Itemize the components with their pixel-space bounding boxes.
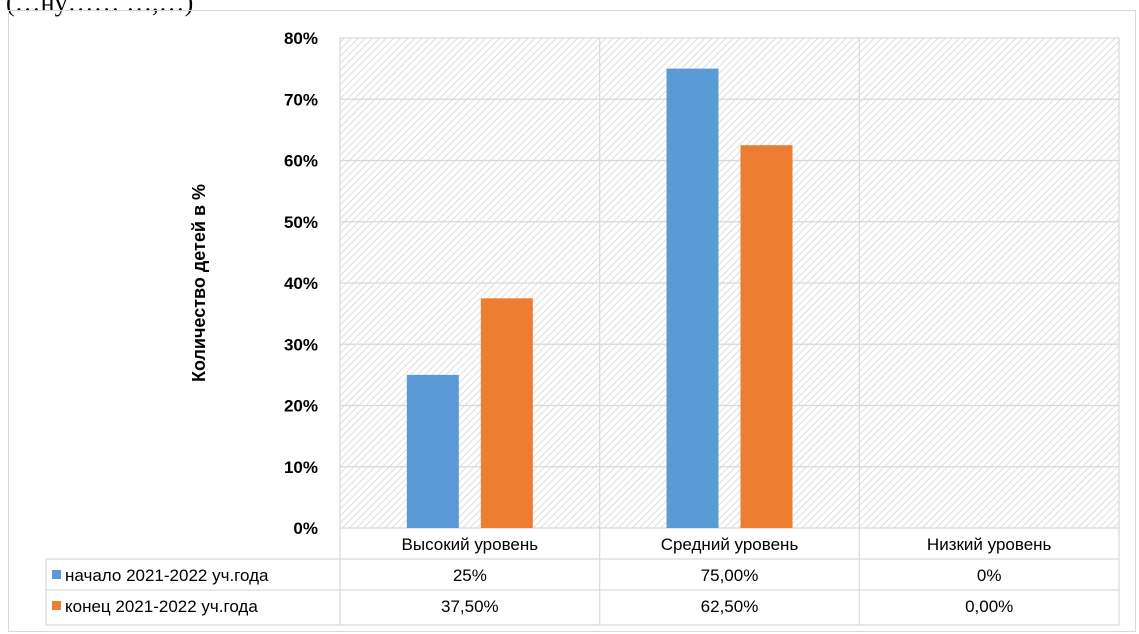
gridlines bbox=[339, 37, 1120, 625]
table-cell: 75,00% bbox=[701, 566, 759, 585]
data-table: Высокий уровень Средний уровень Низкий уро… bbox=[45, 535, 1119, 626]
category-label: Низкий уровень bbox=[927, 535, 1052, 554]
bar bbox=[406, 374, 459, 528]
bar bbox=[740, 145, 793, 528]
category-label: Высокий уровень bbox=[402, 535, 539, 554]
y-tick-label: 50% bbox=[284, 213, 318, 232]
y-axis-ticks: 0% 10% 20% 30% 40% 50% 60% 70% 80% bbox=[284, 29, 318, 538]
table-cell: 0,00% bbox=[965, 597, 1013, 616]
table-cell: 25% bbox=[453, 566, 487, 585]
bar bbox=[480, 298, 533, 528]
legend-entry: начало 2021-2022 уч.года bbox=[65, 566, 269, 585]
y-tick-label: 30% bbox=[284, 335, 318, 354]
y-tick-label: 40% bbox=[284, 274, 318, 293]
y-tick-label: 20% bbox=[284, 397, 318, 416]
legend-swatch bbox=[52, 601, 61, 610]
bars bbox=[406, 68, 793, 528]
header-text-fragment: (…ну…… …,…) bbox=[6, 0, 194, 17]
y-tick-label: 0% bbox=[293, 519, 318, 538]
table-cell: 0% bbox=[977, 566, 1002, 585]
y-axis-title: Количество детей в % bbox=[189, 184, 209, 382]
table-cell: 37,50% bbox=[441, 597, 499, 616]
bar bbox=[666, 68, 719, 528]
category-label: Средний уровень bbox=[661, 535, 799, 554]
y-tick-label: 10% bbox=[284, 458, 318, 477]
legend-entry: конец 2021-2022 уч.года bbox=[65, 597, 258, 616]
table-cell: 62,50% bbox=[701, 597, 759, 616]
y-tick-label: 60% bbox=[284, 152, 318, 171]
chart-frame bbox=[8, 10, 1136, 632]
y-tick-label: 80% bbox=[284, 29, 318, 48]
y-tick-label: 70% bbox=[284, 90, 318, 109]
legend-swatch bbox=[52, 570, 61, 579]
